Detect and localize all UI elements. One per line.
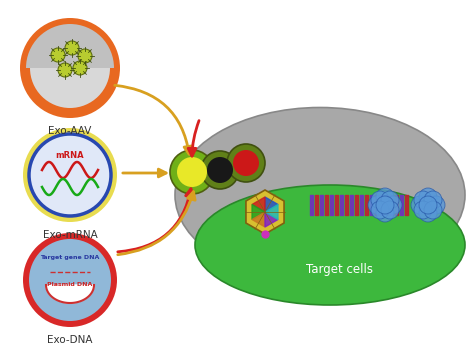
Circle shape bbox=[411, 196, 429, 214]
Wedge shape bbox=[30, 68, 110, 108]
Circle shape bbox=[51, 48, 65, 62]
Text: Target gene DNA: Target gene DNA bbox=[40, 256, 100, 261]
Circle shape bbox=[58, 63, 72, 77]
Circle shape bbox=[371, 191, 389, 209]
Text: Plasmid DNA: Plasmid DNA bbox=[47, 283, 93, 288]
Circle shape bbox=[424, 191, 442, 209]
Wedge shape bbox=[26, 24, 114, 68]
Circle shape bbox=[65, 41, 79, 55]
Circle shape bbox=[414, 201, 432, 219]
Text: Target cells: Target cells bbox=[307, 263, 374, 277]
Ellipse shape bbox=[195, 185, 465, 305]
Circle shape bbox=[419, 204, 437, 222]
Circle shape bbox=[233, 150, 259, 176]
Circle shape bbox=[419, 188, 437, 206]
Circle shape bbox=[427, 196, 445, 214]
Polygon shape bbox=[265, 212, 278, 227]
Circle shape bbox=[170, 150, 214, 194]
Circle shape bbox=[368, 196, 386, 214]
Polygon shape bbox=[265, 204, 278, 219]
Polygon shape bbox=[252, 197, 265, 212]
Circle shape bbox=[177, 157, 207, 187]
Circle shape bbox=[384, 196, 402, 214]
Circle shape bbox=[20, 18, 120, 118]
Circle shape bbox=[73, 61, 87, 75]
Circle shape bbox=[29, 134, 111, 216]
Circle shape bbox=[29, 239, 111, 321]
Circle shape bbox=[381, 191, 399, 209]
Polygon shape bbox=[252, 204, 265, 219]
Circle shape bbox=[376, 204, 394, 222]
Circle shape bbox=[227, 144, 265, 182]
Circle shape bbox=[381, 201, 399, 219]
Circle shape bbox=[414, 191, 432, 209]
Polygon shape bbox=[265, 197, 278, 212]
Circle shape bbox=[376, 188, 394, 206]
Polygon shape bbox=[252, 212, 265, 227]
Circle shape bbox=[419, 196, 437, 214]
Polygon shape bbox=[246, 190, 284, 234]
Text: mRNA: mRNA bbox=[55, 151, 84, 159]
Circle shape bbox=[207, 157, 233, 183]
Circle shape bbox=[23, 233, 117, 327]
Text: Exo-AAV: Exo-AAV bbox=[48, 126, 91, 136]
Circle shape bbox=[376, 196, 394, 214]
Text: Exo-DNA: Exo-DNA bbox=[47, 335, 93, 345]
Circle shape bbox=[424, 201, 442, 219]
Circle shape bbox=[201, 151, 239, 189]
Circle shape bbox=[23, 128, 117, 222]
Circle shape bbox=[371, 201, 389, 219]
Ellipse shape bbox=[175, 108, 465, 283]
Polygon shape bbox=[46, 285, 94, 303]
Circle shape bbox=[78, 49, 92, 63]
Text: Exo-mRNA: Exo-mRNA bbox=[43, 230, 97, 240]
